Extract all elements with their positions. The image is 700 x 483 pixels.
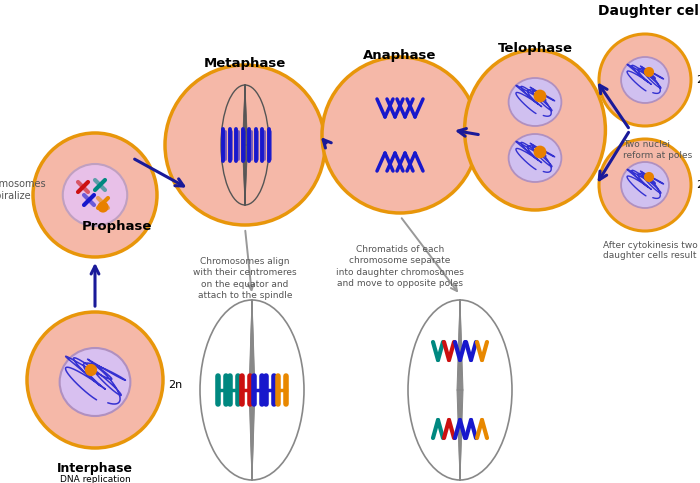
Circle shape (533, 90, 547, 102)
Text: Interphase: Interphase (57, 462, 133, 475)
Ellipse shape (599, 139, 691, 231)
Text: Prophase: Prophase (82, 220, 152, 233)
Ellipse shape (63, 164, 127, 226)
Text: DNA replication: DNA replication (60, 475, 130, 483)
Text: Metaphase: Metaphase (204, 57, 286, 70)
Text: 2n: 2n (696, 180, 700, 190)
Text: Chromosomes align
with their centromeres
on the equator and
attach to the spindl: Chromosomes align with their centromeres… (193, 257, 297, 300)
Circle shape (97, 201, 108, 213)
Circle shape (85, 364, 97, 376)
Ellipse shape (465, 50, 606, 210)
Text: Chromosomes
spiralize: Chromosomes spiralize (0, 179, 46, 201)
Circle shape (533, 145, 547, 158)
Ellipse shape (165, 65, 325, 225)
Ellipse shape (33, 133, 157, 257)
Text: Two nuclei
reform at poles: Two nuclei reform at poles (623, 140, 692, 160)
Ellipse shape (621, 162, 669, 208)
Circle shape (644, 172, 654, 182)
Ellipse shape (27, 312, 163, 448)
Ellipse shape (322, 57, 478, 213)
Text: Chromatids of each
chromosome separate
into daughter chromosomes
and move to opp: Chromatids of each chromosome separate i… (336, 245, 464, 288)
Ellipse shape (509, 134, 561, 182)
Text: After cytokinesis two
daughter cells result: After cytokinesis two daughter cells res… (603, 241, 697, 260)
Ellipse shape (621, 57, 669, 103)
Text: Telophase: Telophase (498, 42, 573, 55)
Ellipse shape (509, 78, 561, 126)
Circle shape (644, 67, 654, 77)
Ellipse shape (60, 348, 130, 416)
Ellipse shape (599, 34, 691, 126)
Text: Anaphase: Anaphase (363, 49, 437, 62)
Text: 2n: 2n (168, 380, 182, 390)
Text: Daughter cells: Daughter cells (598, 4, 700, 18)
Text: 2n: 2n (696, 75, 700, 85)
